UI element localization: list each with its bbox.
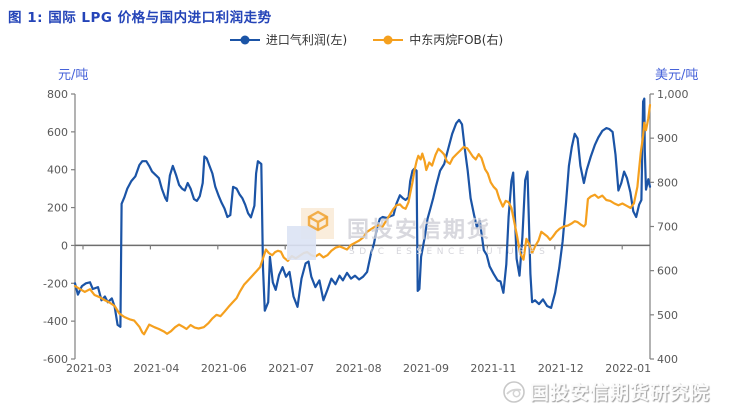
svg-text:900: 900: [657, 132, 678, 145]
right-axis-unit-label: 美元/吨: [655, 68, 699, 83]
svg-text:2021-06: 2021-06: [201, 362, 247, 375]
svg-text:700: 700: [657, 221, 678, 234]
svg-text:-400: -400: [43, 315, 68, 328]
svg-text:600: 600: [657, 265, 678, 278]
legend-label: 中东丙烷FOB(右): [409, 33, 504, 47]
svg-text:400: 400: [657, 353, 678, 366]
svg-text:1,000: 1,000: [657, 88, 689, 101]
svg-text:2021-08: 2021-08: [336, 362, 382, 375]
svg-text:200: 200: [47, 202, 68, 215]
svg-text:-200: -200: [43, 277, 68, 290]
legend-item-import-profit: 进口气利润(左): [229, 31, 348, 48]
svg-text:2021-12: 2021-12: [538, 362, 584, 375]
research-institute-name: 国投安信期货研究院: [530, 382, 711, 404]
left-axis-unit-label: 元/吨: [58, 68, 89, 83]
svg-text:0: 0: [61, 239, 68, 252]
svg-text:800: 800: [47, 88, 68, 101]
research-institute-logo-icon: [503, 380, 525, 403]
svg-text:2021-11: 2021-11: [470, 362, 516, 375]
svg-text:500: 500: [657, 309, 678, 322]
svg-text:400: 400: [47, 164, 68, 177]
legend: 进口气利润(左) 中东丙烷FOB(右): [0, 31, 733, 48]
svg-text:2021-04: 2021-04: [133, 362, 179, 375]
svg-text:-600: -600: [43, 353, 68, 366]
legend-label: 进口气利润(左): [265, 33, 348, 47]
svg-text:2022-01: 2022-01: [605, 362, 651, 375]
legend-item-propane-fob: 中东丙烷FOB(右): [373, 31, 503, 48]
svg-text:800: 800: [657, 176, 678, 189]
series-line-right: [73, 103, 652, 336]
series-line-left: [73, 97, 652, 328]
figure-title: 图 1: 国际 LPG 价格与国内进口利润走势: [8, 10, 272, 26]
bottom-right-watermark: 国投安信期货研究院: [502, 378, 710, 405]
legend-marker-line-dot-blue: [229, 35, 260, 44]
svg-text:2021-07: 2021-07: [268, 362, 314, 375]
svg-text:2021-03: 2021-03: [66, 362, 112, 375]
svg-text:2021-09: 2021-09: [403, 362, 449, 375]
legend-marker-line-dot-orange: [373, 35, 404, 44]
svg-text:600: 600: [47, 126, 68, 139]
